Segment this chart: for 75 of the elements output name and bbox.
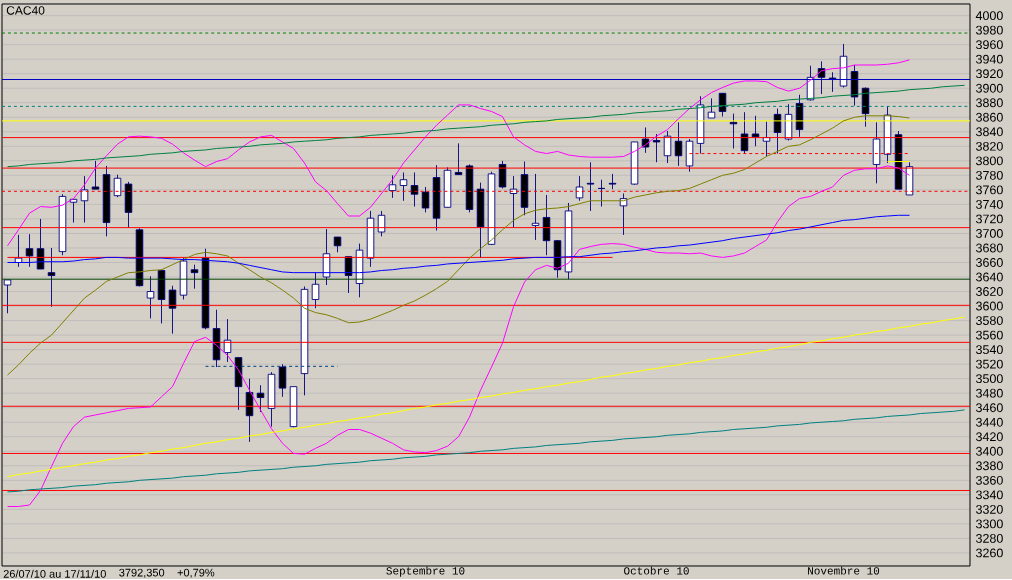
candlestick [168, 285, 177, 335]
y-tick-label: 3280 [976, 533, 1003, 543]
candlestick [278, 363, 287, 398]
y-tick-label: 3660 [976, 258, 1003, 267]
y-tick-label: 3640 [976, 272, 1003, 282]
y-tick-label: 3320 [976, 504, 1003, 514]
y-tick-label: 3420 [976, 432, 1003, 442]
chart-title: CAC40 [6, 6, 45, 15]
y-tick-label: 3820 [976, 141, 1003, 151]
candlestick [652, 133, 661, 163]
line-series [7, 316, 966, 478]
y-tick-label: 3580 [976, 316, 1003, 325]
x-tick-label: Octobre 10 [624, 566, 689, 575]
candlestick [25, 233, 34, 268]
candlestick [531, 173, 540, 241]
candlestick [663, 130, 672, 164]
y-tick-label: 3360 [976, 475, 1003, 485]
y-tick-label: 3300 [976, 519, 1003, 529]
y-tick-label: 3480 [976, 388, 1003, 398]
y-tick-label: 3800 [976, 156, 1003, 166]
candlestick [190, 264, 199, 290]
y-tick-label: 3400 [976, 446, 1003, 456]
candlestick [740, 111, 749, 154]
candlestick [399, 171, 408, 202]
y-tick-label: 3560 [976, 330, 1003, 340]
y-tick-label: 3900 [976, 83, 1003, 93]
candlestick [388, 174, 397, 199]
candlestick [586, 161, 595, 212]
y-tick-label: 3500 [976, 374, 1003, 384]
text: +0,79% [177, 568, 215, 578]
y-tick-label: 4000 [975, 11, 1003, 20]
candlestick [707, 97, 716, 119]
candlestick [377, 210, 386, 237]
y-tick-label: 3860 [976, 112, 1003, 122]
candlestick [608, 173, 617, 190]
x-tick-label: Septembre 10 [386, 566, 465, 577]
candlestick [91, 160, 100, 190]
candlestick [575, 175, 584, 202]
y-tick-label: 3720 [976, 214, 1003, 224]
y-tick-label: 3880 [976, 98, 1003, 108]
y-tick-label: 3740 [976, 199, 1003, 209]
candlestick [674, 121, 683, 167]
candlestick [454, 142, 463, 176]
y-tick-label: 3260 [976, 548, 1003, 558]
y-tick-label: 3680 [976, 243, 1003, 253]
y-tick-label: 3440 [976, 417, 1003, 427]
y-tick-label: 3920 [976, 69, 1003, 79]
candlestick [828, 71, 837, 93]
candlestick [3, 279, 12, 314]
y-tick-label: 3600 [976, 301, 1003, 311]
y-tick-label: 3340 [976, 490, 1003, 500]
y-tick-label: 3960 [976, 40, 1003, 50]
candlestick [146, 275, 155, 319]
candlestick [80, 175, 89, 223]
y-tick-label: 3760 [976, 185, 1003, 195]
text: 26/07/10 au 17/11/10 [3, 569, 106, 578]
candlestick [410, 171, 419, 207]
y-tick-label: 3540 [976, 345, 1003, 354]
x-tick-label: Novembre 10 [808, 566, 880, 575]
y-tick-label: 3940 [976, 54, 1003, 64]
candlestick [509, 175, 518, 229]
y-tick-label: 3460 [976, 403, 1003, 413]
y-tick-label: 3520 [976, 359, 1003, 369]
candlestick [256, 384, 265, 413]
candlestick [47, 247, 56, 308]
y-tick-label: 3620 [976, 287, 1003, 296]
y-tick-label: 3840 [976, 127, 1003, 137]
text: 3792,350 [119, 568, 165, 578]
y-tick-label: 3780 [976, 170, 1003, 180]
candlestick [311, 272, 320, 309]
y-tick-label: 3380 [976, 461, 1003, 471]
candlestick [751, 115, 760, 147]
y-tick-label: 3700 [976, 228, 1003, 238]
candlestick [421, 186, 430, 213]
y-tick-label: 3980 [976, 25, 1003, 35]
